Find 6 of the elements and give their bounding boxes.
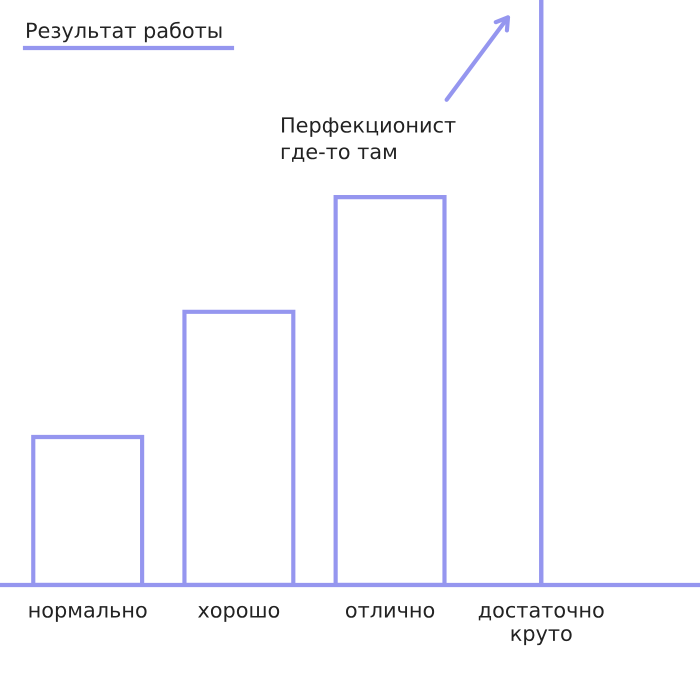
x-tick-label: отлично bbox=[346, 606, 434, 618]
x-tick-label: достаточно круто bbox=[478, 606, 604, 646]
x-tick-label: нормально bbox=[30, 606, 147, 622]
text: Результат работы bbox=[27, 22, 222, 42]
x-tick-label: хорошо bbox=[198, 606, 280, 622]
annotation: Перфекционист где-то там bbox=[282, 117, 456, 162]
